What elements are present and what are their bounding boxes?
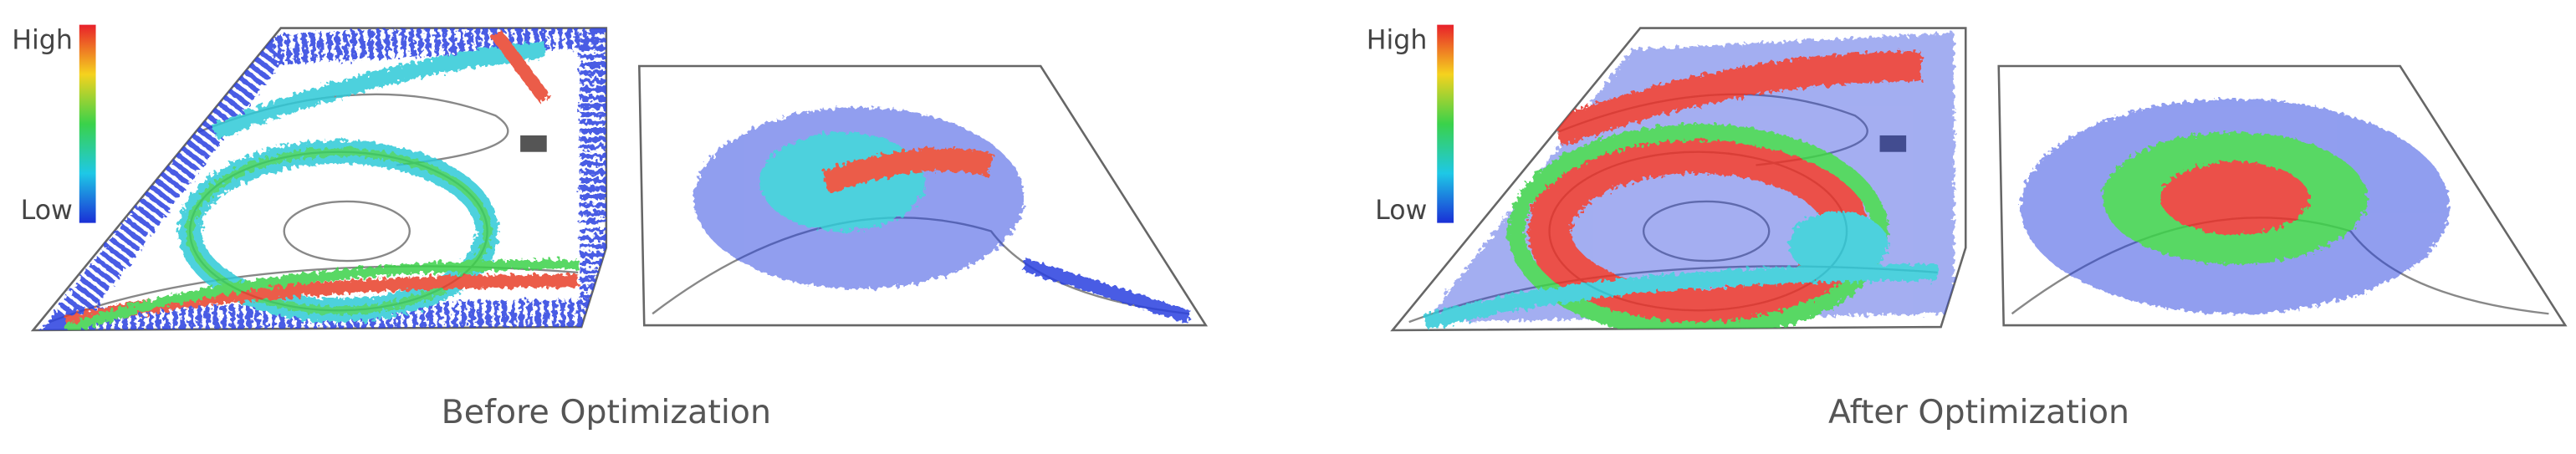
- heatmap: [35, 28, 606, 331]
- caption: After Optimization: [1828, 393, 2129, 431]
- legend-high: High: [12, 25, 73, 55]
- heatmap: [1423, 33, 1955, 331]
- legend-high: High: [1367, 25, 1428, 55]
- caption: Before Optimization: [442, 393, 771, 431]
- legend-low: Low: [1375, 196, 1427, 226]
- heatmap: [693, 107, 1192, 324]
- heatmap: [2020, 99, 2450, 314]
- legend-low: Low: [21, 196, 73, 226]
- colorbar: [1437, 24, 1454, 223]
- colorbar: [79, 24, 96, 223]
- panel-after: High Low After Optimization: [1367, 24, 2567, 431]
- panel-before: High Low Before Optimization: [12, 24, 1208, 431]
